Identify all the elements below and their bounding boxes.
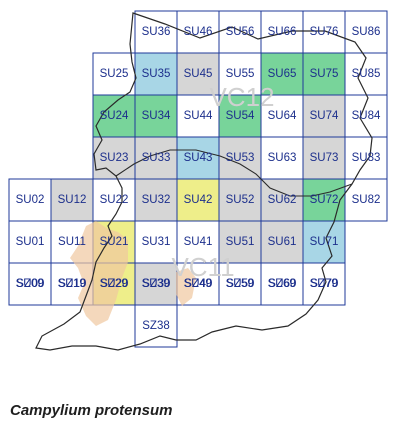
grid-square-label: SU34	[142, 110, 171, 122]
grid-square-su55	[218, 52, 262, 96]
grid-square-label: SU51	[226, 236, 255, 248]
grid-square-su82	[344, 178, 388, 222]
grid-square-su33	[134, 136, 178, 180]
county-boundary	[35, 12, 373, 351]
grid-square-label: SU44	[184, 110, 213, 122]
grid-square-label: SU11	[58, 236, 86, 248]
grid-square-su43	[176, 136, 220, 180]
grid-square-label: SU64	[268, 110, 297, 122]
grid-square-label: SU21	[100, 236, 129, 248]
grid-square-label: SU60	[268, 278, 297, 290]
vice-county-divider	[115, 149, 353, 197]
species-name: Campylium protensum	[10, 402, 173, 419]
grid-square-su24	[92, 94, 136, 138]
grid-square-label: SU86	[352, 26, 381, 38]
grid-square-label: SU12	[58, 194, 87, 206]
grid-square-label: SU50	[226, 278, 255, 290]
grid-square-label: SU76	[310, 26, 339, 38]
grid-square-label: SU55	[226, 68, 255, 80]
grid-square-su86	[344, 10, 388, 54]
grid-square-label: SU10	[58, 278, 87, 290]
grid-square-su32	[134, 178, 178, 222]
grid-square-label: SU30	[142, 278, 171, 290]
vc-label-north: VC12	[209, 82, 274, 112]
grid-square-label: SU53	[226, 152, 255, 164]
grid-square-label: SU56	[226, 26, 255, 38]
grid-squares	[8, 10, 388, 348]
grid-square-label: SU74	[310, 110, 339, 122]
grid-square-label: SU33	[142, 152, 171, 164]
grid-square-label: SU65	[268, 68, 297, 80]
grid-square-su54	[218, 94, 262, 138]
coast-shape	[70, 221, 196, 326]
grid-square-label: SU62	[268, 194, 297, 206]
coastal-area	[70, 221, 196, 326]
grid-square-su75	[302, 52, 346, 96]
grid-square-label: SU31	[142, 236, 171, 248]
grid-square-label: SU25	[100, 68, 129, 80]
grid-square-label: SU82	[352, 194, 381, 206]
grid-square-label: SZ49	[184, 278, 212, 290]
grid-square-label: SZ39	[142, 278, 170, 290]
grid-square-sz79	[302, 262, 346, 306]
grid-square-su71	[302, 220, 346, 264]
grid-square-label: SU73	[310, 152, 339, 164]
grid-square-su61	[260, 220, 304, 264]
grid-square-label: SU41	[184, 236, 213, 248]
grid-square-su64	[260, 94, 304, 138]
grid-square-label: SU35	[142, 68, 171, 80]
grid-square-label: SU45	[184, 68, 213, 80]
grid-square-su31	[134, 220, 178, 264]
grid-square-label: SU40	[184, 278, 213, 290]
grid-square-label: SZ38	[142, 320, 170, 332]
grid-square-label: SU63	[268, 152, 297, 164]
grid-square-sz39	[134, 262, 178, 306]
grid-square-su36	[134, 10, 178, 54]
grid-square-label: SU83	[352, 152, 381, 164]
grid-square-label: SU75	[310, 68, 339, 80]
grid-square-su02	[8, 178, 52, 222]
grid-square-label: SZ29	[100, 278, 128, 290]
grid-square-su83	[344, 136, 388, 180]
vice-county-labels: VC12 VC11	[171, 82, 274, 282]
grid-square-su51	[218, 220, 262, 264]
grid-square-label: SU54	[226, 110, 255, 122]
grid-square-label: SZ19	[58, 278, 86, 290]
grid-square-label: SZ59	[226, 278, 254, 290]
grid-square-label: SU52	[226, 194, 255, 206]
grid-square-label: SU71	[310, 236, 339, 248]
grid-square-label: SZ79	[310, 278, 338, 290]
grid-square-label: SU72	[310, 194, 339, 206]
grid-square-label: SU85	[352, 68, 381, 80]
grid-square-label: SU24	[100, 110, 129, 122]
grid-square-labels: SU36 SU46 SU56 SU66 SU76 SU86 SU25 SU35 SU45 SU55…	[16, 26, 381, 332]
grid-square-label: SU46	[184, 26, 213, 38]
grid-square-label: SU22	[100, 194, 129, 206]
grid-square-label: SU23	[100, 152, 129, 164]
grid-square-label: SU01	[16, 236, 45, 248]
grid-square-su12	[50, 178, 94, 222]
grid-square-label: SU36	[142, 26, 171, 38]
vc-label-south: VC11	[171, 252, 234, 282]
grid-square-label: SZ69	[268, 278, 296, 290]
grid-square-label: SU20	[100, 278, 129, 290]
grid-square-label: SU32	[142, 194, 171, 206]
grid-square-su01	[8, 220, 52, 264]
grid-square-label: SU84	[352, 110, 381, 122]
grid-square-label: SU66	[268, 26, 297, 38]
grid-square-sz09	[8, 262, 52, 306]
grid-square-label: SU02	[16, 194, 45, 206]
grid-square-label: SU42	[184, 194, 213, 206]
grid-square-label: SU70	[310, 278, 339, 290]
grid-square-label: SU43	[184, 152, 213, 164]
grid-square-sz38	[134, 304, 178, 348]
grid-square-label: SU61	[268, 236, 297, 248]
grid-square-label: SZ09	[16, 278, 44, 290]
county-outline	[35, 12, 373, 351]
grid-square-sz69	[260, 262, 304, 306]
grid-square-label: SU00	[16, 278, 45, 290]
grid-square-su44	[176, 94, 220, 138]
grid-square-su74	[302, 94, 346, 138]
